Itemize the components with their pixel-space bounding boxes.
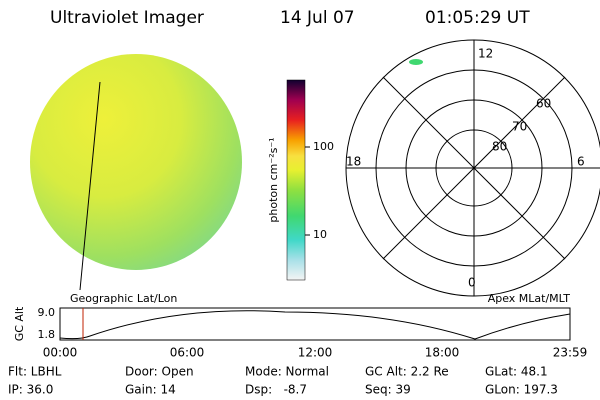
lat-label: 80: [492, 140, 507, 154]
polar-labels: 12 18 6 0 60 70 80 Apex MLat/MLT: [346, 47, 585, 306]
time-tick: 06:00: [170, 346, 205, 360]
status-field: Door: Open: [125, 365, 194, 379]
altitude-panel: GC Alt 9.0 1.8 00:00 06:00 12:00 18:00 2…: [13, 306, 587, 360]
colorbar: 100 10 photon cm⁻²s⁻¹: [267, 79, 334, 281]
hour-label: 6: [577, 155, 585, 169]
status-field: GLon: 197.3: [485, 383, 558, 397]
hour-label: 0: [468, 276, 476, 290]
time: 01:05:29 UT: [425, 8, 530, 28]
status-field: Gain: 14: [125, 383, 176, 397]
emission: [409, 59, 423, 65]
title: Ultraviolet Imager: [50, 8, 204, 28]
spoke: [382, 76, 566, 260]
altitude-label: GC Alt: [13, 306, 26, 341]
polar-grid: [345, 39, 600, 297]
altitude-tick: 1.8: [38, 328, 56, 341]
meridian: [79, 81, 101, 291]
status-field: GLat: 48.1: [485, 365, 548, 379]
lat-label: 70: [512, 120, 527, 134]
image-caption: Geographic Lat/Lon: [70, 292, 177, 305]
colorbar-label: photon cm⁻²s⁻¹: [267, 137, 280, 222]
status-field: Flt: LBHL: [8, 365, 62, 379]
time-tick: 18:00: [425, 346, 460, 360]
date: 14 Jul 07: [280, 8, 355, 28]
time-tick: 00:00: [43, 346, 78, 360]
status-field: Seq: 39: [365, 383, 411, 397]
colorbar-tick: 100: [313, 140, 334, 153]
colorbar-tick: 10: [313, 228, 327, 241]
auroral-image: [30, 54, 242, 270]
status-field: Dsp: -8.7: [245, 383, 307, 397]
header: Ultraviolet Imager 14 Jul 07 01:05:29 UT: [50, 8, 530, 28]
lat-label: 60: [536, 97, 551, 111]
altitude-tick: 9.0: [38, 306, 56, 319]
image-panel: Geographic Lat/Lon: [30, 54, 242, 305]
polar-caption: Apex MLat/MLT: [488, 292, 571, 305]
status-field: IP: 36.0: [8, 383, 53, 397]
hour-label: 18: [346, 155, 361, 169]
altitude-curve: [59, 310, 571, 340]
colorbar-scale: [286, 79, 306, 281]
time-tick: 12:00: [298, 346, 333, 360]
status-field: GC Alt: 2.2 Re: [365, 365, 449, 379]
hour-label: 12: [478, 47, 493, 61]
altitude-frame: [59, 307, 571, 341]
footer: Flt: LBHL IP: 36.0 Door: Open Gain: 14 Mode:…: [8, 365, 558, 397]
time-tick: 23:59: [553, 346, 588, 360]
status-field: Mode: Normal: [245, 365, 329, 379]
